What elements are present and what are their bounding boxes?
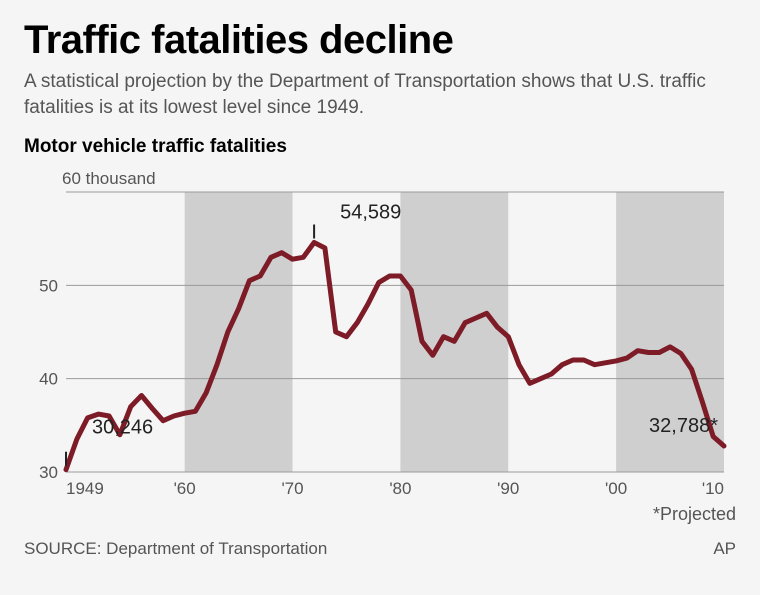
x-tick-label: '90 — [497, 479, 519, 498]
y-tick-label: 40 — [39, 370, 58, 389]
x-tick-label: '60 — [174, 479, 196, 498]
chart-title: Motor vehicle traffic fatalities — [24, 136, 736, 158]
x-tick-label: '10 — [702, 479, 724, 498]
infographic-container: Traffic fatalities decline A statistical… — [0, 0, 760, 569]
x-tick-label: '80 — [389, 479, 411, 498]
chart-area: 30 40 50 60 thousand 1949 '60 '70 '80 '90 '00 '10 3… — [24, 162, 736, 525]
projected-note: *Projected — [24, 504, 736, 525]
y-tick-label: 30 — [39, 463, 58, 482]
subtitle: A statistical projection by the Departme… — [24, 69, 736, 120]
decade-band — [400, 192, 508, 472]
y-tick-label: 50 — [39, 277, 58, 296]
x-tick-label: 1949 — [66, 479, 104, 498]
footer: SOURCE: Department of Transportation AP — [24, 539, 736, 559]
callout-label: 30,246 — [92, 417, 153, 439]
callout-label: 32,788* — [649, 415, 718, 437]
source-label: SOURCE: Department of Transportation — [24, 539, 327, 559]
x-tick-label: '70 — [281, 479, 303, 498]
x-tick-label: '00 — [605, 479, 627, 498]
credit-label: AP — [713, 539, 736, 559]
callout-label: 54,589 — [340, 202, 401, 224]
decade-band — [185, 192, 293, 472]
line-chart: 30 40 50 60 thousand 1949 '60 '70 '80 '90 '00 '10 3… — [24, 162, 736, 502]
y-tick-label: 60 thousand — [62, 169, 156, 188]
title: Traffic fatalities decline — [24, 18, 736, 63]
